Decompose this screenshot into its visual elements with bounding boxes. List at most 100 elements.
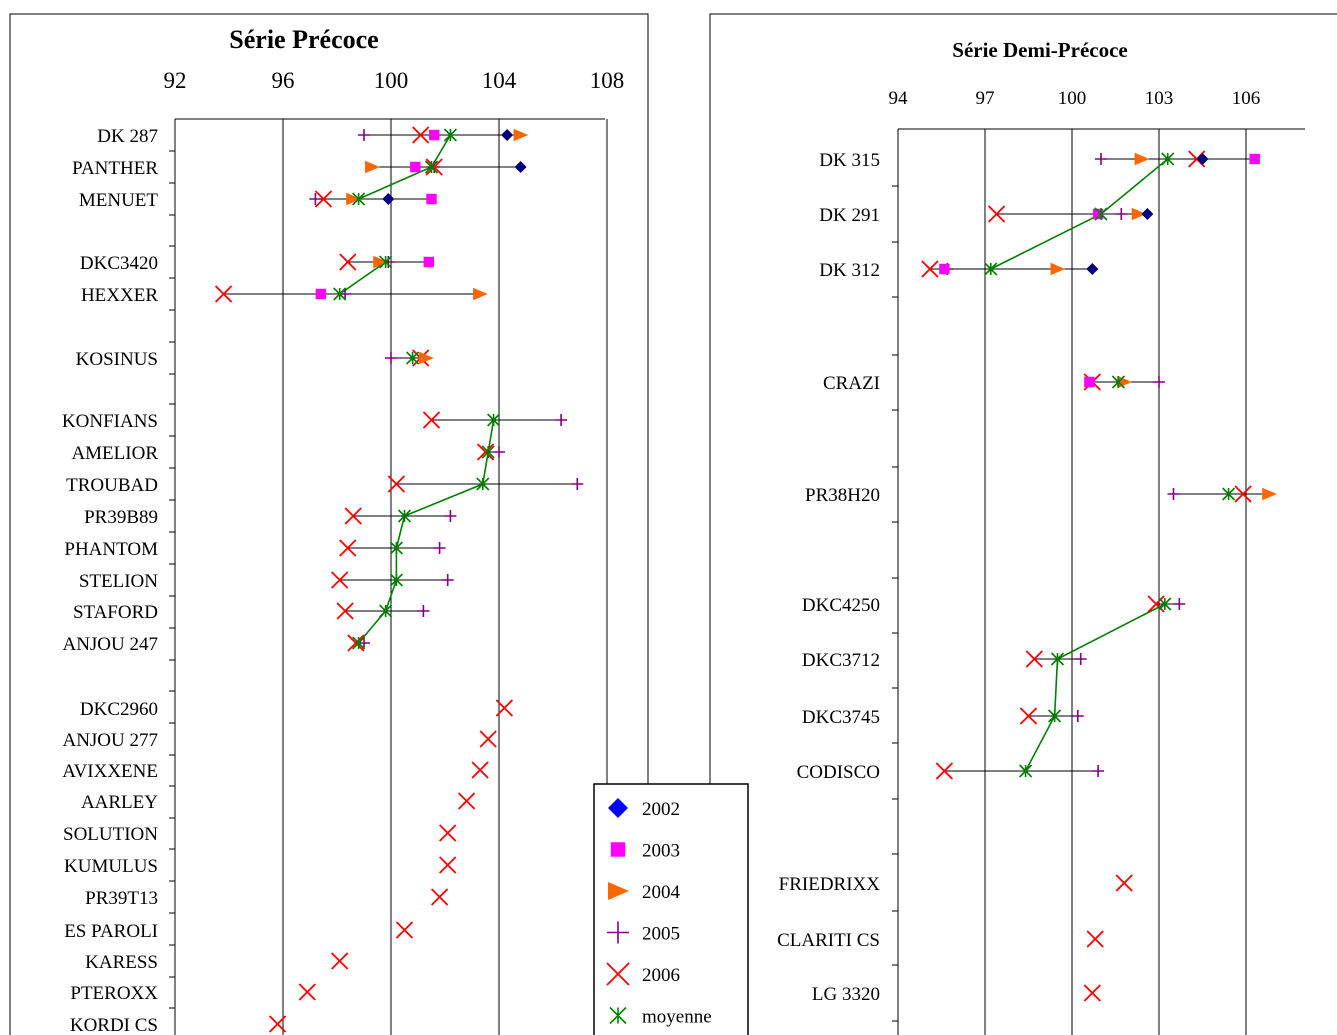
plus-shape — [1095, 153, 1107, 165]
plus-marker — [1115, 208, 1128, 220]
category-label: PR39B89 — [84, 507, 158, 528]
diamond-marker — [1196, 153, 1209, 165]
ast-marker — [379, 255, 393, 269]
diamond-marker — [501, 129, 514, 141]
category-labels: DK 315 DK 291 DK 312 CRAZI PR38H20 DKC4250 DKC… — [777, 150, 880, 1005]
triangle-shape — [1131, 207, 1147, 221]
x-shape — [606, 962, 630, 986]
x-shape — [1115, 874, 1133, 892]
diamond-shape — [1196, 153, 1209, 165]
x-marker — [339, 539, 357, 557]
category-label: PHANTOM — [64, 539, 158, 560]
x-shape — [422, 411, 441, 429]
triangle-shape — [1050, 262, 1066, 276]
x-marker — [298, 983, 316, 1001]
category-label: ES PAROLI — [64, 921, 158, 942]
x-shape — [430, 888, 449, 906]
triangle-shape — [346, 192, 361, 206]
square-shape — [939, 263, 950, 275]
square-marker — [423, 256, 434, 268]
triangle-marker — [1262, 487, 1277, 501]
plus-marker — [444, 510, 457, 522]
diamond-marker — [1086, 263, 1099, 275]
category-label: CLARITI CS — [777, 930, 880, 951]
diamond-marker — [1141, 208, 1154, 220]
asterisk-shape — [379, 604, 393, 618]
triangle-marker — [1050, 262, 1066, 276]
asterisk-shape — [1050, 652, 1065, 666]
legend-item: 2003 — [610, 841, 680, 862]
x-marker — [347, 634, 365, 652]
x-shape — [495, 699, 514, 717]
category-label: DKC3420 — [80, 253, 158, 274]
asterisk-shape — [1161, 152, 1175, 166]
legend-item: 2006 — [606, 962, 680, 986]
x-shape — [471, 761, 489, 779]
ast-marker — [1048, 709, 1062, 723]
data-marks — [214, 126, 584, 1033]
diamond-shape — [514, 161, 527, 173]
chart-serie-demi-precoce: Série Demi-Précoce 94 97 100 103 106 DK 315D… — [709, 13, 1337, 1035]
x-marker — [339, 253, 357, 271]
triangle-shape — [1134, 152, 1150, 166]
square-marker — [426, 193, 437, 205]
triangle-marker — [513, 128, 529, 142]
triangle-marker — [365, 160, 380, 174]
x-shape — [314, 190, 333, 208]
category-label: DKC3745 — [802, 707, 880, 728]
plus-marker — [1071, 710, 1084, 722]
x-shape — [387, 475, 406, 493]
legend-label: 2005 — [642, 924, 680, 945]
plus-marker — [385, 352, 397, 364]
asterisk-shape — [476, 477, 490, 491]
plus-marker — [1074, 653, 1087, 665]
category-label: HEXXER — [81, 285, 158, 306]
x-marker — [495, 699, 514, 717]
x-shape — [457, 792, 476, 810]
plus-shape — [555, 414, 568, 426]
x-shape — [439, 824, 457, 842]
square-marker — [315, 288, 326, 300]
x-tick-label: 96 — [272, 68, 295, 93]
x-shape — [439, 856, 457, 874]
square-shape — [1249, 153, 1260, 165]
category-label: AARLEY — [81, 792, 158, 813]
x-marker — [387, 475, 406, 493]
diamond-marker — [608, 798, 628, 818]
asterisk-shape — [609, 1006, 627, 1025]
square-shape — [429, 129, 440, 141]
asterisk-shape — [1222, 487, 1236, 501]
ast-marker — [389, 541, 403, 555]
x-marker — [1115, 874, 1133, 892]
square-marker — [1249, 153, 1260, 165]
ast-marker — [333, 287, 347, 301]
plus-shape — [1115, 208, 1128, 220]
x-shape — [214, 285, 233, 303]
diamond-marker — [382, 193, 395, 205]
panel-frame — [9, 13, 649, 1035]
ast-marker — [1222, 487, 1236, 501]
x-shape — [1019, 707, 1038, 725]
x-tick-label: 104 — [482, 68, 517, 93]
category-label: PR39T13 — [85, 888, 158, 909]
plus-marker — [1173, 598, 1186, 610]
square-shape — [315, 288, 326, 300]
plus-marker — [1092, 765, 1105, 777]
legend-label: 2006 — [642, 965, 680, 986]
x-marker — [479, 730, 497, 748]
category-label: ANJOU 247 — [62, 634, 158, 655]
data-marks — [921, 150, 1277, 1002]
x-marker — [1086, 930, 1104, 948]
x-marker — [1083, 984, 1101, 1002]
x-marker — [921, 260, 939, 278]
legend-label: 2004 — [642, 882, 681, 903]
moyenne-line — [357, 419, 495, 644]
asterisk-shape — [1019, 764, 1033, 778]
ast-marker — [379, 604, 393, 618]
plus-marker — [358, 637, 370, 649]
category-label: PANTHER — [72, 158, 158, 179]
plus-marker — [1167, 488, 1180, 500]
x-marker — [395, 921, 414, 939]
category-label: LG 3320 — [812, 984, 880, 1005]
x-marker — [214, 285, 233, 303]
